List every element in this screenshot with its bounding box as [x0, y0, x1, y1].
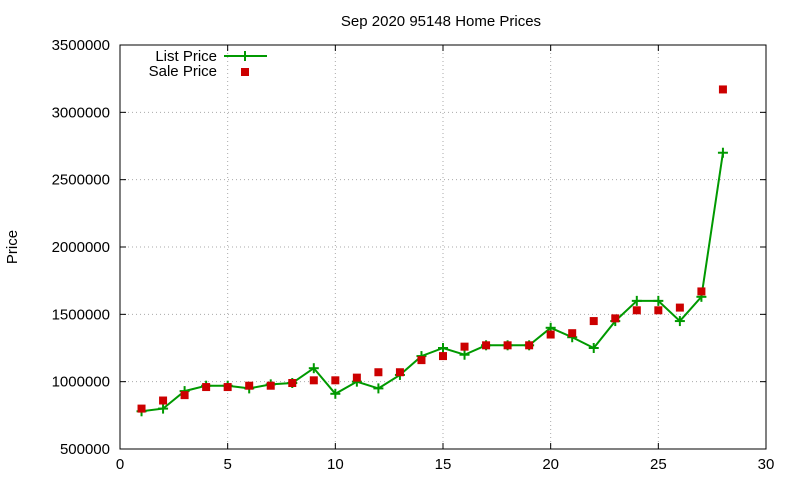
sale-price-point — [288, 379, 297, 388]
x-tick-label: 30 — [758, 456, 775, 473]
data-series — [136, 85, 728, 417]
legend: List Price Sale Price — [149, 48, 267, 80]
y-tick-label: 3000000 — [52, 104, 110, 121]
list-price-point — [717, 147, 728, 158]
axis-ticks: 0 5 10 15 20 25 30 500000 1000000 1500000 2000000 2… — [52, 37, 775, 473]
sale-price-point — [654, 306, 663, 315]
x-tick-label: 15 — [435, 456, 452, 473]
sale-price-point — [697, 287, 706, 296]
sale-price-point — [352, 373, 361, 382]
sale-price-point — [309, 376, 318, 385]
legend-sample-list-price-marker — [240, 51, 250, 61]
x-tick-label: 25 — [650, 456, 667, 473]
sale-price-point — [482, 341, 491, 350]
sale-price-point — [503, 341, 512, 350]
x-tick-label: 10 — [327, 456, 344, 473]
sale-price-point — [718, 85, 727, 94]
sale-price-point — [223, 383, 232, 392]
sale-price-point — [632, 306, 641, 315]
list-price-point — [373, 383, 384, 394]
series-sale-price — [137, 85, 727, 413]
y-tick-label: 2000000 — [52, 239, 110, 256]
sale-price-point — [525, 341, 534, 350]
sale-price-point — [180, 391, 189, 400]
list-price-point — [308, 363, 319, 374]
legend-sample-sale-price-marker — [241, 68, 249, 76]
sale-price-point — [395, 368, 404, 377]
sale-price-point — [202, 383, 211, 392]
chart-title: Sep 2020 95148 Home Prices — [341, 13, 541, 30]
y-tick-label: 500000 — [60, 441, 110, 458]
y-tick-label: 1500000 — [52, 306, 110, 323]
list-price-point — [653, 295, 664, 306]
list-price-point — [330, 388, 341, 399]
list-price-point — [631, 295, 642, 306]
x-tick-label: 5 — [223, 456, 231, 473]
list-price-point — [459, 349, 470, 360]
sale-price-point — [159, 396, 168, 405]
list-price-point — [438, 343, 448, 353]
sale-price-point — [245, 381, 254, 390]
list-price-point — [158, 403, 169, 414]
sale-price-point — [374, 368, 383, 377]
legend-label-sale-price: Sale Price — [149, 63, 217, 80]
sale-price-point — [589, 317, 598, 326]
sale-price-point — [568, 329, 577, 338]
legend-label-list-price: List Price — [155, 48, 217, 65]
y-axis-label: Price — [4, 230, 21, 264]
list-price-point — [674, 316, 685, 327]
y-tick-label: 2500000 — [52, 172, 110, 189]
sale-price-point — [266, 381, 275, 390]
sale-price-point — [611, 314, 620, 323]
sale-price-point — [137, 404, 146, 413]
x-tick-label: 0 — [116, 456, 124, 473]
sale-price-point — [331, 376, 340, 385]
list-price-point — [588, 343, 599, 353]
list-price-line — [141, 152, 724, 413]
x-tick-label: 20 — [542, 456, 559, 473]
sale-price-point — [417, 356, 426, 365]
sale-price-point — [675, 303, 684, 312]
y-tick-label: 1000000 — [52, 374, 110, 391]
y-tick-label: 3500000 — [52, 37, 110, 54]
sale-price-point — [439, 352, 447, 361]
sale-price-point — [460, 342, 469, 351]
sale-price-point — [546, 330, 555, 339]
